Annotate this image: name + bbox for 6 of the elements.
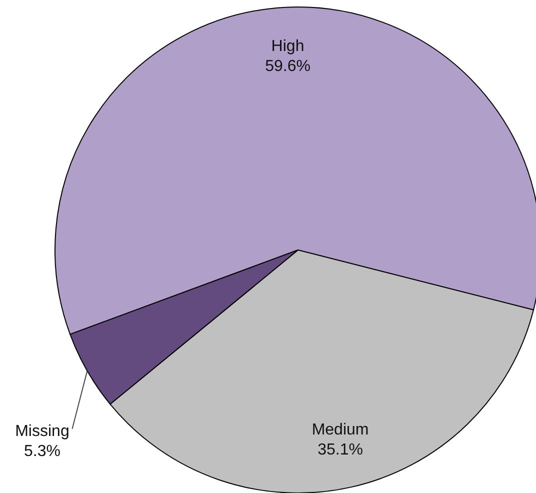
data-label: 35.1% [318,442,363,459]
slice-label: Missing [15,422,70,440]
slice-label: Medium [312,422,369,439]
data-label: 5.3% [24,442,60,460]
slice-label: High [271,38,304,55]
data-label: 59.6% [265,58,310,75]
